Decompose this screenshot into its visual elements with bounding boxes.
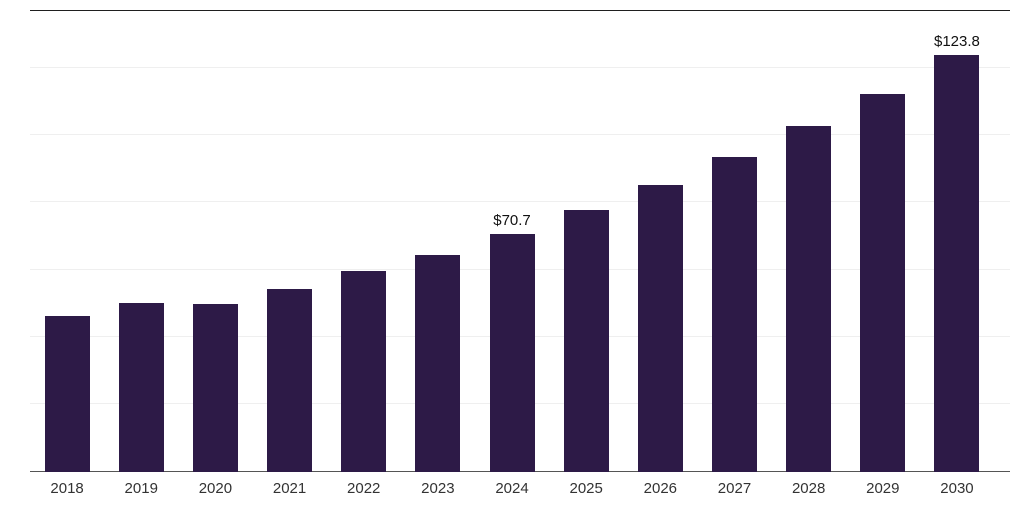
gridline-80 — [30, 201, 1010, 203]
x-axis-label-2020: 2020 — [198, 480, 233, 497]
bar-2021 — [267, 289, 313, 472]
x-axis-label-2025: 2025 — [569, 480, 603, 497]
x-axis: 2018 2019 2020 2021 2022 2023 2024 2025 2026 2027… — [30, 480, 994, 497]
x-axis-label-2024: 2024 — [495, 480, 529, 497]
bar-2029 — [860, 94, 906, 472]
bar-column-2023 — [401, 10, 475, 472]
bar-2022 — [341, 271, 387, 472]
bar-column-2024: $70.7 — [475, 10, 549, 472]
bar-2019 — [118, 303, 164, 472]
bar-column-2020 — [178, 10, 252, 472]
x-axis-label-2027: 2027 — [717, 480, 752, 497]
gridline-120 — [30, 67, 1010, 69]
bar-2023 — [415, 254, 461, 472]
bar-column-2025 — [549, 10, 623, 472]
bar-value-label-2030: $123.8 — [934, 32, 980, 50]
bar-column-2028 — [772, 10, 846, 472]
bar-2026 — [637, 184, 683, 472]
x-axis-label-2018: 2018 — [50, 480, 84, 497]
x-axis-label-2029: 2029 — [866, 480, 900, 497]
bar-2018 — [44, 315, 90, 472]
x-axis-label-2022: 2022 — [347, 480, 381, 497]
x-axis-label-2023: 2023 — [421, 480, 455, 497]
bar-column-2026 — [623, 10, 697, 472]
bar-value-label-2024: $70.7 — [493, 211, 531, 229]
bar-2024 — [489, 233, 535, 472]
x-axis-label-2019: 2019 — [124, 480, 158, 497]
bar-column-2022 — [327, 10, 401, 472]
bar-column-2021 — [252, 10, 326, 472]
x-axis-label-2028: 2028 — [791, 480, 826, 497]
bars-container: $70.7 $123.8 — [30, 10, 994, 472]
x-axis-label-2026: 2026 — [643, 480, 678, 497]
bar-2030 — [934, 54, 980, 472]
bar-2028 — [786, 125, 832, 472]
bar-column-2018 — [30, 10, 104, 472]
x-axis-label-2030: 2030 — [940, 480, 974, 497]
bar-column-2029 — [846, 10, 920, 472]
bar-2020 — [192, 304, 238, 472]
bar-column-2027 — [697, 10, 771, 472]
gridline-100 — [30, 134, 1010, 136]
x-axis-label-2021: 2021 — [272, 480, 307, 497]
bar-2025 — [563, 210, 609, 472]
bar-column-2030: $123.8 — [920, 10, 994, 472]
bar-2027 — [711, 156, 757, 472]
bar-column-2019 — [104, 10, 178, 472]
